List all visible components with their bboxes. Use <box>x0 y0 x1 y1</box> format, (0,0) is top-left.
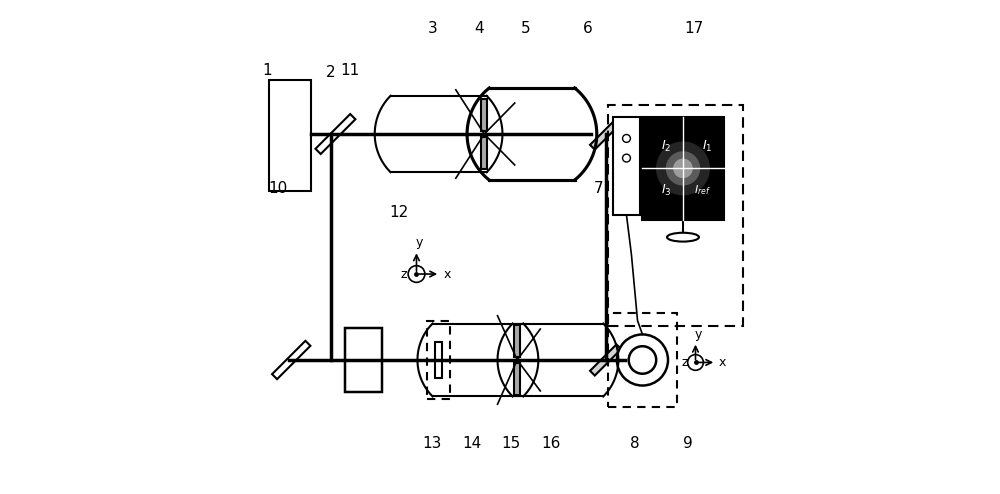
Text: 10: 10 <box>268 180 288 196</box>
Bar <box>345 328 382 392</box>
Circle shape <box>629 346 656 374</box>
Text: 15: 15 <box>502 436 521 451</box>
Text: 17: 17 <box>684 21 704 36</box>
Bar <box>481 137 487 169</box>
Text: $I_2$: $I_2$ <box>661 139 671 154</box>
Text: 12: 12 <box>390 205 409 220</box>
Polygon shape <box>272 341 310 379</box>
Bar <box>435 341 442 378</box>
Circle shape <box>666 151 700 186</box>
Bar <box>642 117 724 220</box>
Text: 11: 11 <box>341 63 360 78</box>
Text: 8: 8 <box>630 436 640 451</box>
Text: x: x <box>444 268 451 281</box>
Text: z: z <box>681 356 688 369</box>
Text: y: y <box>694 328 702 341</box>
Bar <box>481 99 487 131</box>
Text: 1: 1 <box>262 63 271 78</box>
Bar <box>269 80 311 191</box>
Text: $I_3$: $I_3$ <box>661 183 671 198</box>
Text: z: z <box>401 268 407 281</box>
Text: 13: 13 <box>423 436 442 451</box>
Text: $I_1$: $I_1$ <box>702 139 713 154</box>
Bar <box>608 313 677 407</box>
Text: 5: 5 <box>521 21 531 36</box>
Circle shape <box>656 141 710 196</box>
Polygon shape <box>590 119 621 150</box>
Text: 4: 4 <box>475 21 484 36</box>
Circle shape <box>408 266 425 283</box>
Text: y: y <box>415 236 423 249</box>
Text: 3: 3 <box>427 21 437 36</box>
Bar <box>427 321 450 399</box>
Bar <box>608 105 743 326</box>
Text: 16: 16 <box>541 436 560 451</box>
Text: 2: 2 <box>326 65 335 80</box>
Bar <box>514 363 520 395</box>
Text: 14: 14 <box>462 436 482 451</box>
Bar <box>613 117 640 215</box>
Text: $I_{ref}$: $I_{ref}$ <box>694 184 711 198</box>
Text: 6: 6 <box>583 21 592 36</box>
Text: 9: 9 <box>683 436 693 451</box>
Circle shape <box>623 154 630 162</box>
Ellipse shape <box>667 233 699 242</box>
Bar <box>514 325 520 357</box>
Circle shape <box>688 355 703 370</box>
Polygon shape <box>315 114 355 154</box>
Polygon shape <box>590 344 621 375</box>
Circle shape <box>623 134 630 142</box>
Circle shape <box>673 159 693 178</box>
Circle shape <box>617 334 668 385</box>
Text: x: x <box>719 356 726 369</box>
Text: 7: 7 <box>593 180 603 196</box>
